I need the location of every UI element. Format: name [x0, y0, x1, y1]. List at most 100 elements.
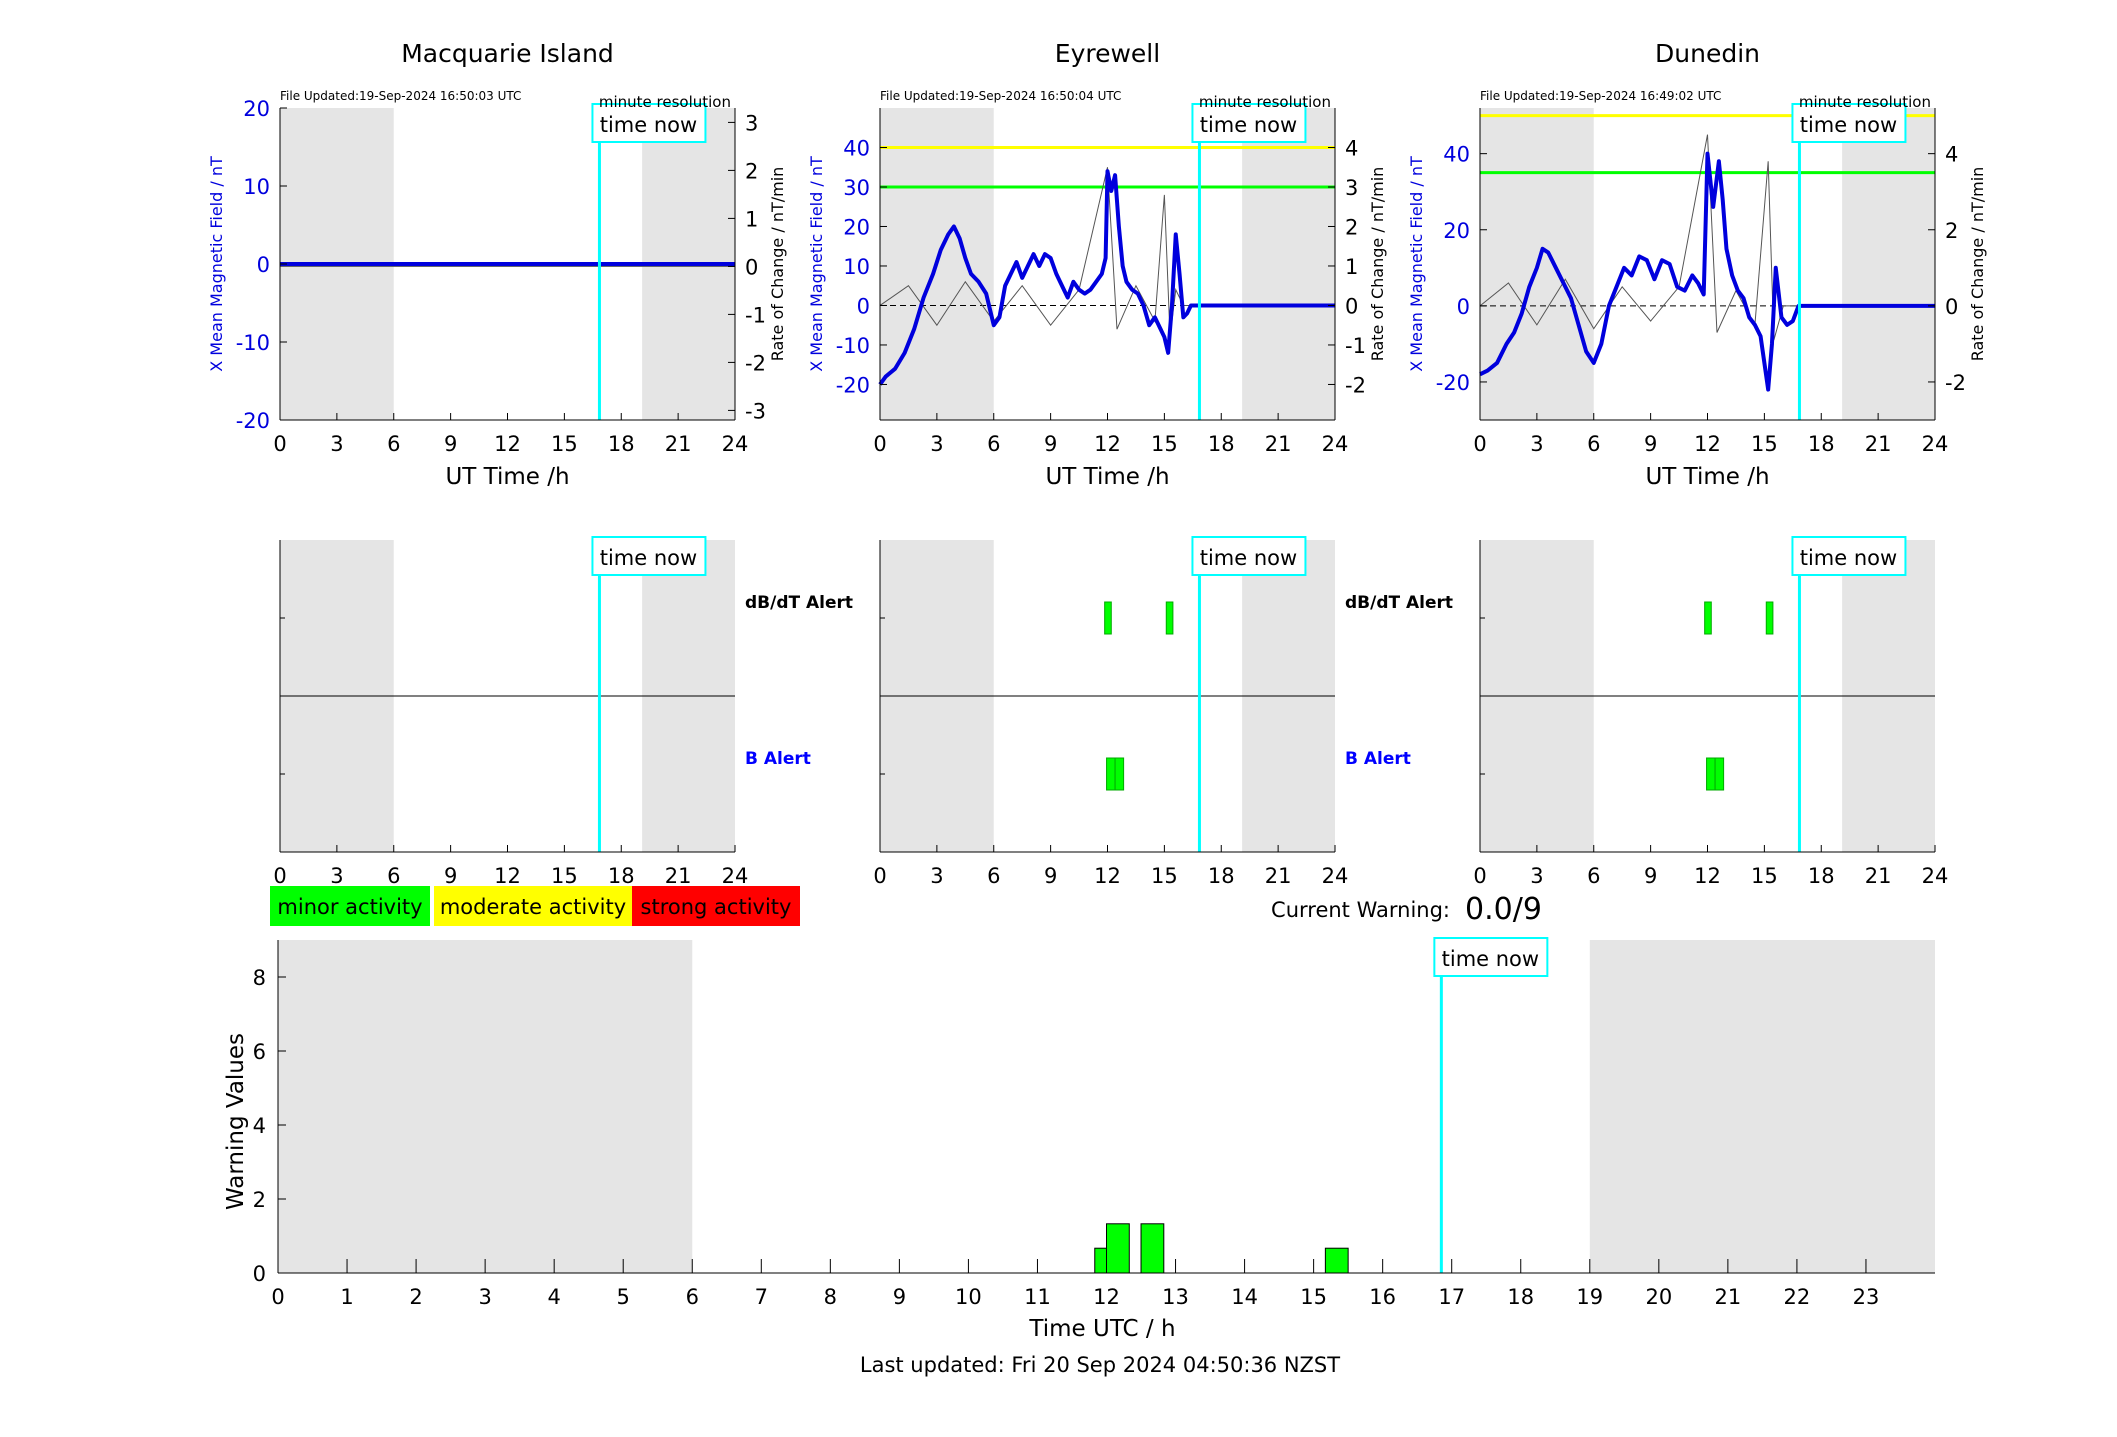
- x-tick-label-4: 12: [494, 864, 521, 888]
- x-axis-label: UT Time /h: [1045, 464, 1169, 490]
- legend-label-1: moderate activity: [440, 895, 626, 919]
- x-tick-label-1: 1: [340, 1285, 353, 1309]
- x-tick-label-6: 18: [1808, 864, 1835, 888]
- time-now-label: time now: [600, 113, 697, 137]
- x-tick-label-4: 12: [1094, 864, 1121, 888]
- x-tick-label-19: 19: [1576, 1285, 1603, 1309]
- dbdt-alert-bar-1: [1765, 601, 1774, 635]
- x-tick-label-11: 11: [1024, 1285, 1051, 1309]
- time-now-box: [1433, 937, 1549, 977]
- x-tick-label-2: 6: [987, 864, 1000, 888]
- x-tick-label-1: 3: [930, 864, 943, 888]
- y-tick-label-1: -10: [836, 334, 870, 358]
- x-tick-label-5: 15: [551, 864, 578, 888]
- time-now-box: [591, 536, 707, 576]
- minute-resolution-label: minute resolution: [599, 93, 731, 111]
- legend-swatch-1: [434, 886, 632, 926]
- x-tick-label-7: 7: [755, 1285, 768, 1309]
- x-tick-label-8: 24: [1322, 864, 1349, 888]
- y-right-axis-label: Rate of Change / nT/min: [1368, 167, 1387, 362]
- time-now-label: time now: [1200, 546, 1297, 570]
- x-axis-label: Time UTC / h: [1028, 1316, 1175, 1342]
- y-tick-label-3: 6: [253, 1040, 266, 1064]
- x-tick-label-5: 15: [551, 432, 578, 456]
- dbdt-alert-bar-1: [1165, 601, 1174, 635]
- y-right-tick-label-0: -2: [1345, 373, 1366, 397]
- x-tick-label-7: 21: [1265, 864, 1292, 888]
- x-tick-label-0: 0: [1473, 864, 1486, 888]
- y-tick-label-1: 2: [253, 1188, 266, 1212]
- x-tick-label-8: 24: [1322, 432, 1349, 456]
- b-alert-bar-0: [1106, 757, 1116, 791]
- y-tick-label-6: 40: [843, 136, 870, 160]
- x-axis-label: UT Time /h: [445, 464, 569, 490]
- x-tick-label-3: 3: [478, 1285, 491, 1309]
- legend-label-2: strong activity: [641, 895, 792, 919]
- x-tick-label-20: 20: [1645, 1285, 1672, 1309]
- y-tick-label-0: -20: [1436, 371, 1470, 395]
- y-right-tick-label-2: -1: [745, 303, 766, 327]
- x-tick-label-9: 9: [893, 1285, 906, 1309]
- x-tick-label-3: 9: [1644, 432, 1657, 456]
- x-tick-label-2: 6: [387, 432, 400, 456]
- x-tick-label-6: 18: [1208, 864, 1235, 888]
- y-axis-label: X Mean Magnetic Field / nT: [207, 156, 226, 372]
- y-tick-label-2: 0: [857, 294, 870, 318]
- time-now-box: [591, 103, 707, 143]
- x-tick-label-14: 14: [1231, 1285, 1258, 1309]
- y-right-tick-label-1: 0: [1945, 295, 1958, 319]
- x-tick-label-2: 6: [987, 432, 1000, 456]
- y-right-tick-label-5: 3: [1345, 176, 1358, 200]
- y-tick-label-4: 20: [843, 215, 870, 239]
- y-tick-label-0: -20: [836, 373, 870, 397]
- y-tick-label-4: 20: [243, 97, 270, 121]
- x-tick-label-5: 5: [617, 1285, 630, 1309]
- x-tick-label-7: 21: [665, 864, 692, 888]
- dbdt-alert-bar-0: [1104, 601, 1112, 635]
- x-tick-label-6: 18: [1208, 432, 1235, 456]
- alert-panel-2: time now 0 3 6 9 12 15 18 21 24 dB/dT Alert B Alert: [873, 536, 1453, 888]
- panel-title: Dunedin: [1655, 39, 1760, 68]
- y-axis-label: Warning Values: [223, 1033, 249, 1210]
- x-tick-label-3: 9: [444, 432, 457, 456]
- y-right-tick-label-2: 2: [1945, 219, 1958, 243]
- time-now-label: time now: [600, 546, 697, 570]
- y-right-tick-label-6: 4: [1345, 136, 1358, 160]
- y-tick-label-1: 0: [1457, 295, 1470, 319]
- file-updated-label: File Updated:19-Sep-2024 16:50:04 UTC: [880, 89, 1121, 103]
- y-right-tick-label-3: 4: [1945, 143, 1958, 167]
- activity-legend: minor activity moderate activity strong ac…: [270, 886, 800, 926]
- x-axis-label: UT Time /h: [1645, 464, 1769, 490]
- y-right-tick-label-4: 2: [1345, 215, 1358, 239]
- time-now-box: [1791, 103, 1907, 143]
- x-tick-label-4: 12: [494, 432, 521, 456]
- x-tick-label-4: 4: [547, 1285, 560, 1309]
- x-tick-label-22: 22: [1784, 1285, 1811, 1309]
- x-tick-label-17: 17: [1438, 1285, 1465, 1309]
- time-now-box: [1791, 536, 1907, 576]
- field-series-line-0: [878, 169, 1335, 386]
- time-now-label: time now: [1442, 947, 1539, 971]
- x-tick-label-0: 0: [873, 432, 886, 456]
- y-right-tick-label-5: 2: [745, 159, 758, 183]
- x-tick-label-8: 24: [1922, 432, 1949, 456]
- y-tick-label-3: 40: [1443, 143, 1470, 167]
- x-tick-label-12: 12: [1093, 1285, 1120, 1309]
- y-right-axis-label: Rate of Change / nT/min: [768, 167, 787, 362]
- x-tick-label-3: 9: [444, 864, 457, 888]
- current-warning-value: 0.0/9: [1465, 892, 1542, 927]
- x-tick-label-16: 16: [1369, 1285, 1396, 1309]
- night-shading-0: [278, 940, 693, 1273]
- x-tick-label-6: 18: [608, 432, 635, 456]
- x-tick-label-5: 15: [1151, 864, 1178, 888]
- y-right-tick-label-2: 0: [1345, 294, 1358, 318]
- file-updated-label: File Updated:19-Sep-2024 16:50:03 UTC: [280, 89, 521, 103]
- legend-swatch-2: [632, 886, 800, 926]
- x-tick-label-5: 15: [1751, 864, 1778, 888]
- x-tick-label-3: 9: [1644, 864, 1657, 888]
- x-tick-label-2: 6: [1587, 864, 1600, 888]
